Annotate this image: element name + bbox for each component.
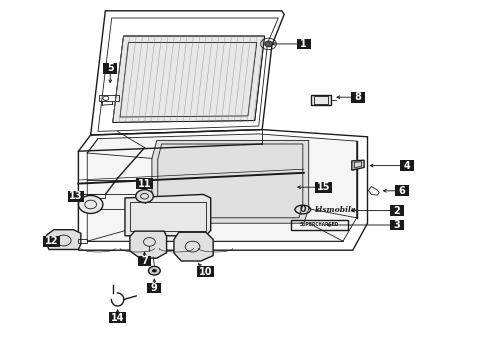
Bar	[138, 256, 151, 266]
Text: 4: 4	[403, 161, 410, 171]
Polygon shape	[152, 140, 309, 223]
Text: 3: 3	[393, 220, 400, 230]
Text: 5: 5	[107, 63, 114, 73]
Text: 12: 12	[45, 236, 58, 246]
Polygon shape	[130, 231, 167, 258]
Text: ldsmobile: ldsmobile	[315, 206, 356, 213]
Text: 2: 2	[393, 206, 400, 216]
Bar	[390, 220, 404, 230]
Text: 15: 15	[317, 182, 330, 192]
Polygon shape	[125, 194, 211, 236]
Bar	[351, 92, 365, 103]
Bar	[400, 160, 414, 171]
Circle shape	[78, 195, 103, 213]
Text: 10: 10	[199, 267, 213, 277]
Polygon shape	[174, 232, 213, 261]
Circle shape	[136, 190, 153, 203]
Polygon shape	[311, 95, 331, 105]
Polygon shape	[47, 230, 81, 249]
Text: 11: 11	[138, 179, 151, 189]
Bar	[315, 182, 332, 193]
Polygon shape	[87, 134, 357, 241]
Bar	[136, 178, 153, 189]
Text: 1: 1	[300, 39, 307, 49]
Polygon shape	[352, 160, 364, 170]
Bar	[395, 185, 409, 196]
Bar	[297, 39, 311, 49]
Bar	[103, 63, 117, 74]
Bar	[43, 236, 60, 247]
Circle shape	[265, 41, 272, 47]
Circle shape	[152, 269, 157, 273]
Polygon shape	[113, 36, 265, 122]
Bar	[390, 205, 404, 216]
Bar	[147, 283, 161, 293]
Text: 6: 6	[398, 186, 405, 196]
Circle shape	[148, 266, 160, 275]
Text: 14: 14	[111, 312, 124, 323]
Bar	[109, 312, 126, 323]
Text: SUPERCHARGED: SUPERCHARGED	[300, 222, 339, 227]
Text: O: O	[299, 205, 306, 214]
Text: 9: 9	[151, 283, 158, 293]
Text: 13: 13	[69, 191, 83, 201]
Text: 7: 7	[141, 256, 148, 266]
Bar	[68, 191, 84, 202]
Text: 8: 8	[354, 92, 361, 102]
Bar	[197, 266, 214, 277]
